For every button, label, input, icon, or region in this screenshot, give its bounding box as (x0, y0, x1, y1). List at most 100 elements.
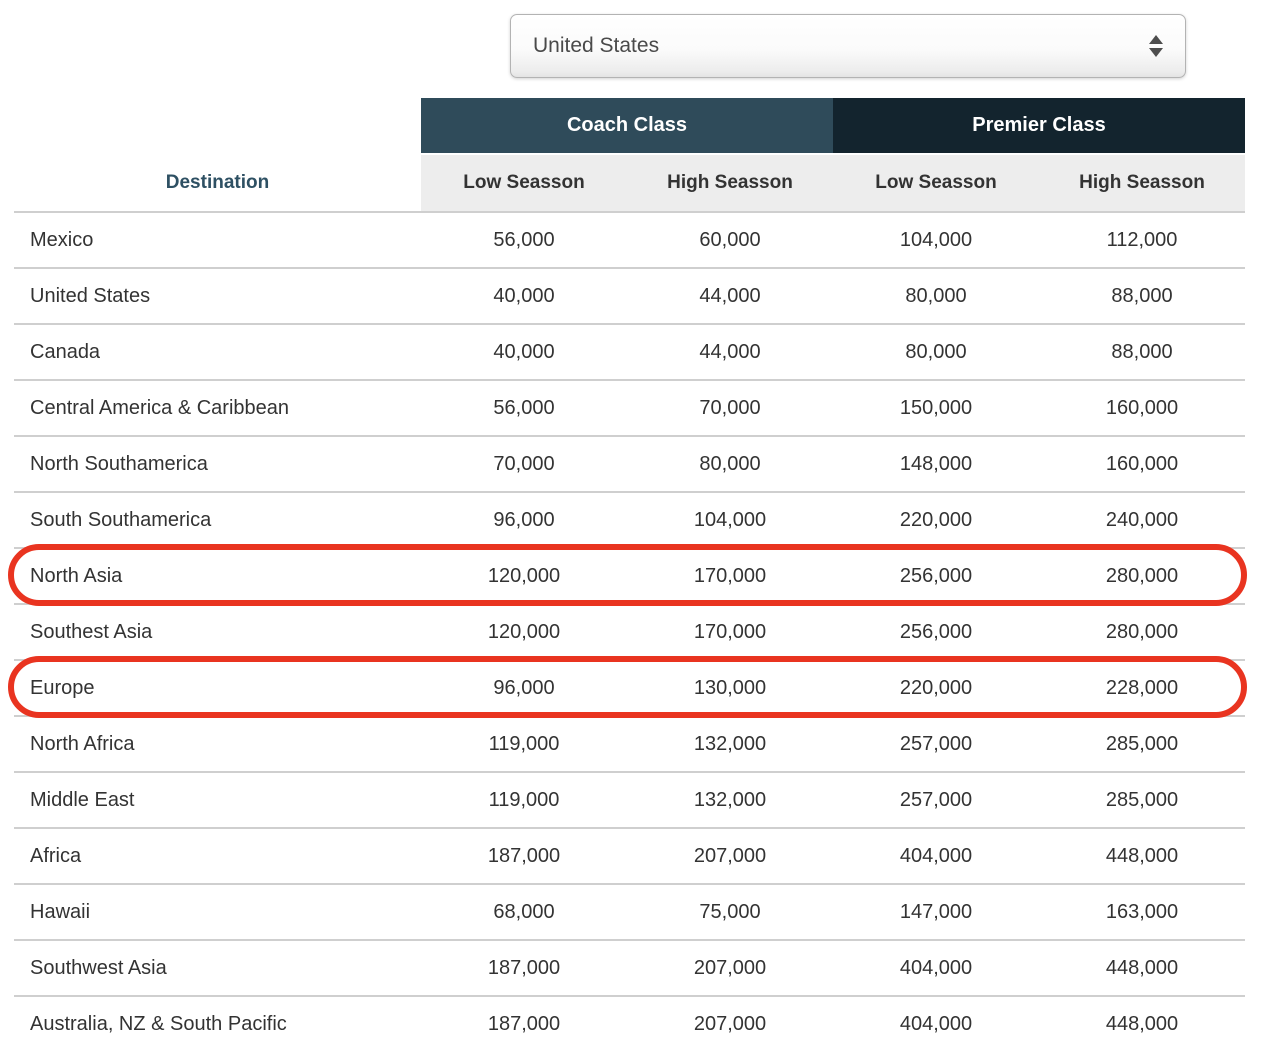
value-cell: 187,000 (421, 941, 627, 995)
value-cell: 448,000 (1039, 829, 1245, 883)
value-cell: 285,000 (1039, 717, 1245, 771)
value-cell: 160,000 (1039, 381, 1245, 435)
region-select[interactable]: United States (510, 14, 1186, 78)
destination-cell: Southwest Asia (14, 941, 421, 995)
value-cell: 60,000 (627, 213, 833, 267)
value-cell: 280,000 (1039, 549, 1245, 603)
table-row: South Southamerica 96,000 104,000 220,000 24… (14, 491, 1245, 547)
table-row: Middle East 119,000 132,000 257,000 285,000 (14, 771, 1245, 827)
premier-high-season-header: High Seasson (1039, 155, 1245, 211)
value-cell: 404,000 (833, 829, 1039, 883)
destination-cell: North Africa (14, 717, 421, 771)
value-cell: 404,000 (833, 941, 1039, 995)
value-cell: 228,000 (1039, 661, 1245, 715)
table-row: Hawaii 68,000 75,000 147,000 163,000 (14, 883, 1245, 939)
destination-cell: North Asia (14, 549, 421, 603)
table-row: Southwest Asia 187,000 207,000 404,000 448,0… (14, 939, 1245, 995)
table-row: Canada 40,000 44,000 80,000 88,000 (14, 323, 1245, 379)
value-cell: 448,000 (1039, 997, 1245, 1051)
value-cell: 56,000 (421, 381, 627, 435)
season-header-row: Destination Low Seasson High Seasson Low… (14, 155, 1245, 211)
value-cell: 170,000 (627, 549, 833, 603)
arrow-down-icon (1149, 48, 1163, 57)
value-cell: 119,000 (421, 773, 627, 827)
value-cell: 220,000 (833, 661, 1039, 715)
value-cell: 256,000 (833, 549, 1039, 603)
destination-cell: Central America & Caribbean (14, 381, 421, 435)
destination-cell: Middle East (14, 773, 421, 827)
value-cell: 187,000 (421, 997, 627, 1051)
award-table: Coach Class Premier Class Destination Lo… (14, 98, 1245, 1051)
value-cell: 207,000 (627, 941, 833, 995)
value-cell: 130,000 (627, 661, 833, 715)
value-cell: 240,000 (1039, 493, 1245, 547)
value-cell: 96,000 (421, 661, 627, 715)
value-cell: 147,000 (833, 885, 1039, 939)
value-cell: 148,000 (833, 437, 1039, 491)
table-row: Central America & Caribbean 56,000 70,000 1… (14, 379, 1245, 435)
destination-cell: United States (14, 269, 421, 323)
value-cell: 70,000 (421, 437, 627, 491)
value-cell: 68,000 (421, 885, 627, 939)
value-cell: 75,000 (627, 885, 833, 939)
table-row: Southest Asia 120,000 170,000 256,000 280,00… (14, 603, 1245, 659)
value-cell: 187,000 (421, 829, 627, 883)
value-cell: 44,000 (627, 325, 833, 379)
value-cell: 40,000 (421, 325, 627, 379)
value-cell: 280,000 (1039, 605, 1245, 659)
value-cell: 160,000 (1039, 437, 1245, 491)
table-row: Australia, NZ & South Pacific 187,000 207,… (14, 995, 1245, 1051)
coach-high-season-header: High Seasson (627, 155, 833, 211)
value-cell: 104,000 (627, 493, 833, 547)
value-cell: 80,000 (833, 325, 1039, 379)
value-cell: 132,000 (627, 717, 833, 771)
value-cell: 404,000 (833, 997, 1039, 1051)
destination-cell: Canada (14, 325, 421, 379)
value-cell: 285,000 (1039, 773, 1245, 827)
value-cell: 88,000 (1039, 325, 1245, 379)
table-row: Africa 187,000 207,000 404,000 448,000 (14, 827, 1245, 883)
destination-cell: Africa (14, 829, 421, 883)
table-row: United States 40,000 44,000 80,000 88,000 (14, 267, 1245, 323)
table-body: Mexico 56,000 60,000 104,000 112,000 United S… (14, 211, 1245, 1051)
table-row: North Africa 119,000 132,000 257,000 285,000 (14, 715, 1245, 771)
value-cell: 120,000 (421, 549, 627, 603)
destination-cell: North Southamerica (14, 437, 421, 491)
destination-column-header: Destination (14, 155, 421, 211)
destination-cell: Southest Asia (14, 605, 421, 659)
value-cell: 257,000 (833, 717, 1039, 771)
value-cell: 220,000 (833, 493, 1039, 547)
table-row: North Asia 120,000 170,000 256,000 280,000 (14, 547, 1245, 603)
value-cell: 44,000 (627, 269, 833, 323)
coach-class-header: Coach Class (421, 98, 833, 153)
table-row: Europe 96,000 130,000 220,000 228,000 (14, 659, 1245, 715)
table-row: Mexico 56,000 60,000 104,000 112,000 (14, 211, 1245, 267)
value-cell: 88,000 (1039, 269, 1245, 323)
value-cell: 80,000 (833, 269, 1039, 323)
value-cell: 448,000 (1039, 941, 1245, 995)
value-cell: 96,000 (421, 493, 627, 547)
header-spacer (14, 98, 421, 153)
value-cell: 104,000 (833, 213, 1039, 267)
premier-class-header: Premier Class (833, 98, 1245, 153)
region-select-value: United States (533, 34, 660, 57)
value-cell: 119,000 (421, 717, 627, 771)
destination-cell: Hawaii (14, 885, 421, 939)
value-cell: 257,000 (833, 773, 1039, 827)
destination-cell: Europe (14, 661, 421, 715)
premier-low-season-header: Low Seasson (833, 155, 1039, 211)
value-cell: 256,000 (833, 605, 1039, 659)
value-cell: 150,000 (833, 381, 1039, 435)
value-cell: 120,000 (421, 605, 627, 659)
value-cell: 70,000 (627, 381, 833, 435)
value-cell: 163,000 (1039, 885, 1245, 939)
value-cell: 80,000 (627, 437, 833, 491)
value-cell: 207,000 (627, 997, 833, 1051)
class-header-row: Coach Class Premier Class (14, 98, 1245, 153)
value-cell: 170,000 (627, 605, 833, 659)
destination-cell: Australia, NZ & South Pacific (14, 997, 421, 1051)
value-cell: 56,000 (421, 213, 627, 267)
destination-cell: South Southamerica (14, 493, 421, 547)
value-cell: 40,000 (421, 269, 627, 323)
